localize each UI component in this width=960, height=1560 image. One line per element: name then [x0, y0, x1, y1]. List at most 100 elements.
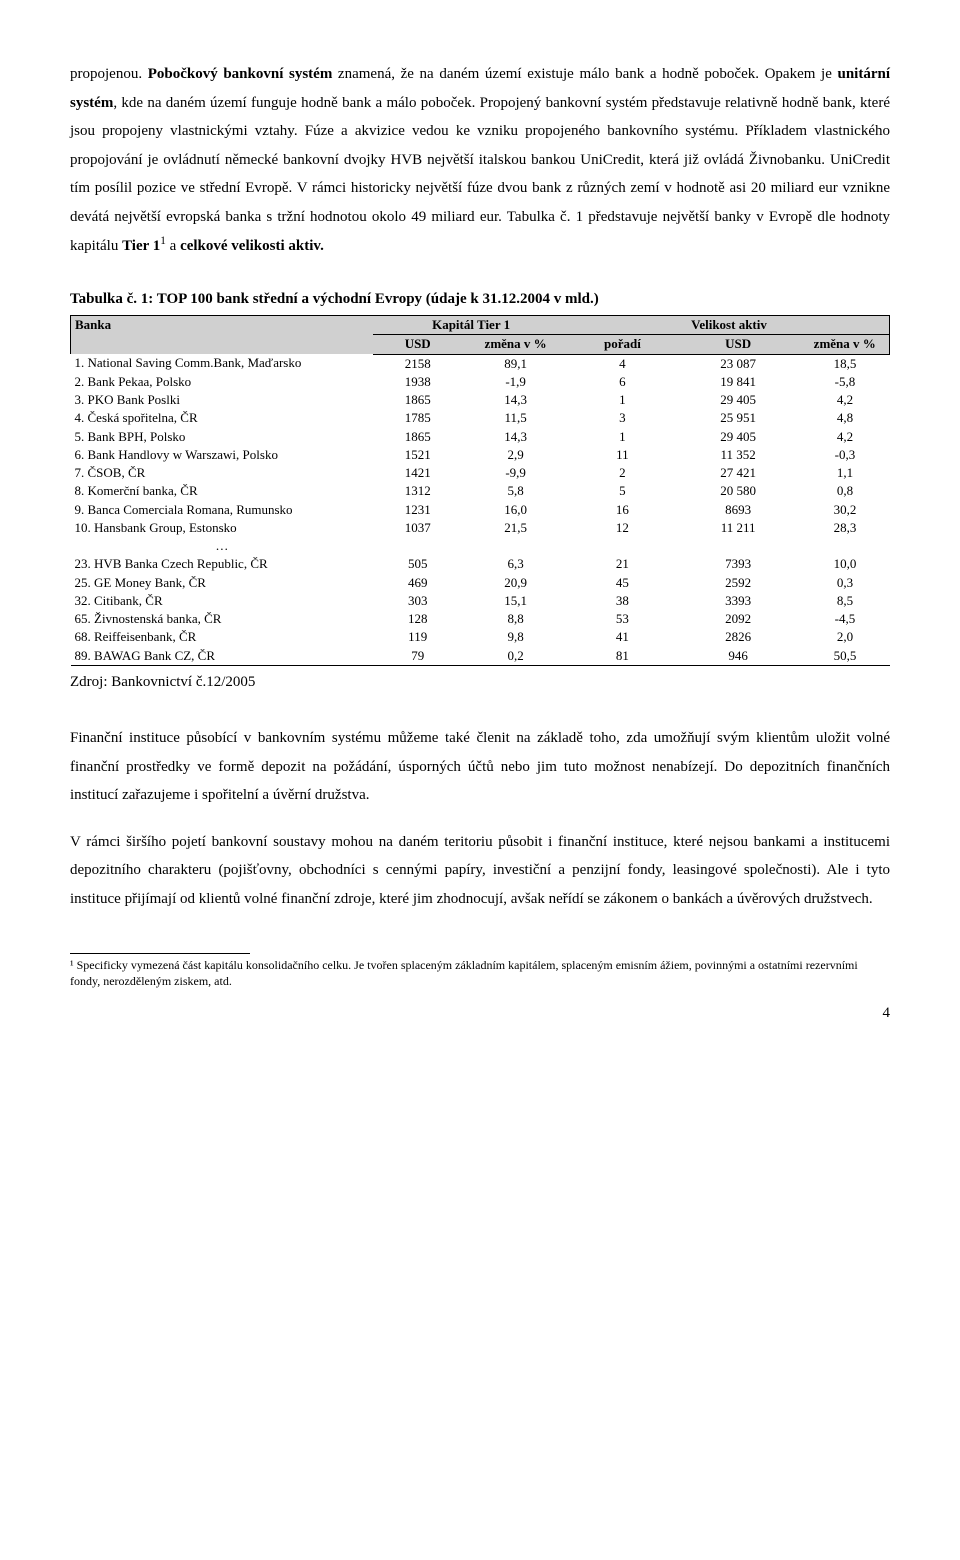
footnote-separator	[70, 953, 250, 954]
table-cell: 14,3	[462, 428, 569, 446]
table-cell: 10. Hansbank Group, Estonsko	[71, 519, 374, 537]
table-cell: 29 405	[676, 391, 801, 409]
table-cell: -0,3	[800, 446, 889, 464]
table-cell: 4	[569, 354, 676, 373]
paragraph-1: propojenou. Pobočkový bankovní systém zn…	[70, 60, 890, 261]
th-tier1: Kapitál Tier 1	[373, 316, 569, 335]
th-change-1: změna v %	[462, 335, 569, 354]
table-row: 32. Citibank, ČR30315,13833938,5	[71, 592, 890, 610]
table-cell: 79	[373, 647, 462, 665]
table-cell: -4,5	[800, 610, 889, 628]
table-cell: 2. Bank Pekaa, Polsko	[71, 373, 374, 391]
table-cell: 20,9	[462, 574, 569, 592]
table-cell: 11 211	[676, 519, 801, 537]
table-cell: -9,9	[462, 464, 569, 482]
table-cell: 16,0	[462, 501, 569, 519]
footnote-1: ¹ Specificky vymezená část kapitálu kons…	[70, 958, 890, 989]
table-cell: 3	[569, 409, 676, 427]
table-cell: 18,5	[800, 354, 889, 373]
table-caption: Tabulka č. 1: TOP 100 bank střední a výc…	[70, 285, 890, 314]
table-cell: 10,0	[800, 555, 889, 573]
table-cell: 41	[569, 628, 676, 646]
table-cell: 27 421	[676, 464, 801, 482]
table-cell: 8,8	[462, 610, 569, 628]
table-cell: 1	[569, 428, 676, 446]
table-cell: 1312	[373, 482, 462, 500]
table-row: 25. GE Money Bank, ČR46920,94525920,3	[71, 574, 890, 592]
table-cell: 25. GE Money Bank, ČR	[71, 574, 374, 592]
table-cell: 2592	[676, 574, 801, 592]
table-cell: 1037	[373, 519, 462, 537]
table-cell: 45	[569, 574, 676, 592]
th-usd-1: USD	[373, 335, 462, 354]
th-change-2: změna v %	[800, 335, 889, 354]
table-row: 6. Bank Handlovy w Warszawi, Polsko15212…	[71, 446, 890, 464]
table-cell: 53	[569, 610, 676, 628]
table-cell: 38	[569, 592, 676, 610]
table-cell: 5. Bank BPH, Polsko	[71, 428, 374, 446]
table-cell: 68. Reiffeisenbank, ČR	[71, 628, 374, 646]
table-cell: 15,1	[462, 592, 569, 610]
table-cell: 1865	[373, 391, 462, 409]
th-usd-2: USD	[676, 335, 801, 354]
table-cell: 30,2	[800, 501, 889, 519]
th-rank: pořadí	[569, 335, 676, 354]
table-cell: 2158	[373, 354, 462, 373]
table-row: 5. Bank BPH, Polsko186514,3129 4054,2	[71, 428, 890, 446]
table-cell: 2,0	[800, 628, 889, 646]
table-cell: 2,9	[462, 446, 569, 464]
table-cell: 4,8	[800, 409, 889, 427]
table-row: 8. Komerční banka, ČR13125,8520 5800,8	[71, 482, 890, 500]
table-cell: 946	[676, 647, 801, 665]
table-cell: 5	[569, 482, 676, 500]
page-number: 4	[70, 999, 890, 1028]
table-cell: 1421	[373, 464, 462, 482]
table-cell: 2092	[676, 610, 801, 628]
table-cell: 7. ČSOB, ČR	[71, 464, 374, 482]
table-cell: 4,2	[800, 391, 889, 409]
table-cell: 50,5	[800, 647, 889, 665]
table-cell: 29 405	[676, 428, 801, 446]
table-cell: 3. PKO Bank Poslki	[71, 391, 374, 409]
table-cell: 0,8	[800, 482, 889, 500]
table-cell: 3393	[676, 592, 801, 610]
table-cell: -1,9	[462, 373, 569, 391]
table-cell: 11	[569, 446, 676, 464]
table-row: 89. BAWAG Bank CZ, ČR790,28194650,5	[71, 647, 890, 665]
table-cell: 1,1	[800, 464, 889, 482]
table-cell: 11 352	[676, 446, 801, 464]
paragraph-3: V rámci širšího pojetí bankovní soustavy…	[70, 828, 890, 914]
table-cell: 16	[569, 501, 676, 519]
paragraph-2: Finanční instituce působící v bankovním …	[70, 724, 890, 810]
table-cell: 1. National Saving Comm.Bank, Maďarsko	[71, 354, 374, 373]
table-row: 2. Bank Pekaa, Polsko1938-1,9619 841-5,8	[71, 373, 890, 391]
table-cell: 4,2	[800, 428, 889, 446]
table-cell: 2826	[676, 628, 801, 646]
table-cell: 19 841	[676, 373, 801, 391]
table-cell: 469	[373, 574, 462, 592]
table-cell: 23 087	[676, 354, 801, 373]
table-cell: 0,2	[462, 647, 569, 665]
table-cell: 8,5	[800, 592, 889, 610]
table-row: 23. HVB Banka Czech Republic, ČR5056,321…	[71, 555, 890, 573]
table-cell: 6	[569, 373, 676, 391]
table-cell: -5,8	[800, 373, 889, 391]
table-cell: 1521	[373, 446, 462, 464]
table-cell: 1	[569, 391, 676, 409]
table-cell: 65. Živnostenská banka, ČR	[71, 610, 374, 628]
table-cell: 1231	[373, 501, 462, 519]
table-cell: 81	[569, 647, 676, 665]
table-cell: 1938	[373, 373, 462, 391]
table-cell: 128	[373, 610, 462, 628]
table-row: 3. PKO Bank Poslki186514,3129 4054,2	[71, 391, 890, 409]
table-cell: 89,1	[462, 354, 569, 373]
table-cell: 6. Bank Handlovy w Warszawi, Polsko	[71, 446, 374, 464]
table-row: 68. Reiffeisenbank, ČR1199,84128262,0	[71, 628, 890, 646]
table-cell: 32. Citibank, ČR	[71, 592, 374, 610]
table-cell: 6,3	[462, 555, 569, 573]
ellipsis: …	[71, 537, 374, 555]
table-cell: 0,3	[800, 574, 889, 592]
table-cell: 11,5	[462, 409, 569, 427]
th-assets: Velikost aktiv	[569, 316, 889, 335]
table-row: 65. Živnostenská banka, ČR1288,8532092-4…	[71, 610, 890, 628]
